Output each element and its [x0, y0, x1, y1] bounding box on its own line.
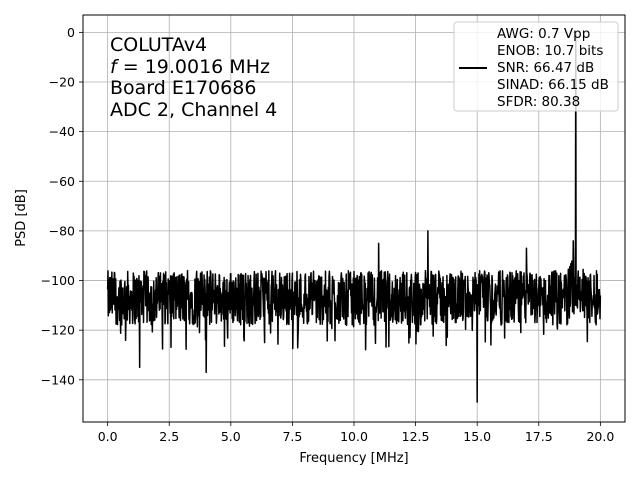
annotation-freq-value: = 19.0016 MHz: [117, 56, 270, 78]
x-tick-label: 12.5: [402, 429, 430, 444]
x-tick-label: 2.5: [159, 429, 179, 444]
y-tick-label: 0: [67, 25, 75, 40]
y-tick-label: −40: [49, 124, 75, 139]
grid-lines: [83, 15, 625, 422]
x-tick-label: 10.0: [340, 429, 368, 444]
y-tick-label: −80: [49, 223, 75, 238]
y-tick-label: −120: [41, 323, 75, 338]
x-tick-label: 7.5: [282, 429, 302, 444]
psd-trace-group: [106, 31, 602, 403]
y-ticks: 0 −20 −40 −60 −80 −100 −120 −140: [41, 25, 83, 387]
x-axis-label: Frequency [MHz]: [299, 451, 408, 466]
y-tick-label: −100: [41, 273, 75, 288]
legend-line-2: ENOB: 10.7 bits: [497, 43, 603, 59]
legend-line-5: SFDR: 80.38: [497, 94, 580, 110]
y-tick-label: −20: [49, 75, 75, 90]
annotation-line-1: COLUTAv4: [110, 34, 207, 56]
x-tick-label: 20.0: [586, 429, 614, 444]
x-tick-label: 0.0: [98, 429, 118, 444]
legend-line-1: AWG: 0.7 Vpp: [497, 26, 590, 42]
legend-box: [453, 21, 619, 112]
psd-trace: [106, 31, 602, 403]
annotation-block: COLUTAv4 f = 19.0016 MHz Board E170686 A…: [110, 34, 277, 121]
x-tick-label: 17.5: [525, 429, 553, 444]
legend-line-4: SINAD: 66.15 dB: [497, 77, 609, 93]
annotation-line-4: ADC 2, Channel 4: [110, 99, 277, 121]
y-tick-label: −140: [41, 372, 75, 387]
y-tick-label: −60: [49, 174, 75, 189]
x-tick-label: 5.0: [221, 429, 241, 444]
x-tick-label: 15.0: [463, 429, 491, 444]
annotation-line-3: Board E170686: [110, 77, 256, 99]
annotation-line-2: f = 19.0016 MHz: [110, 56, 270, 78]
y-axis-label: PSD [dB]: [14, 189, 29, 247]
legend-line-3: SNR: 66.47 dB: [497, 60, 594, 76]
legend: AWG: 0.7 Vpp ENOB: 10.7 bits SNR: 66.47 …: [453, 21, 619, 112]
annotation-freq-symbol: f: [110, 56, 120, 78]
x-ticks: 0.0 2.5 5.0 7.5 10.0 12.5 15.0 17.5 20.0: [98, 422, 614, 444]
